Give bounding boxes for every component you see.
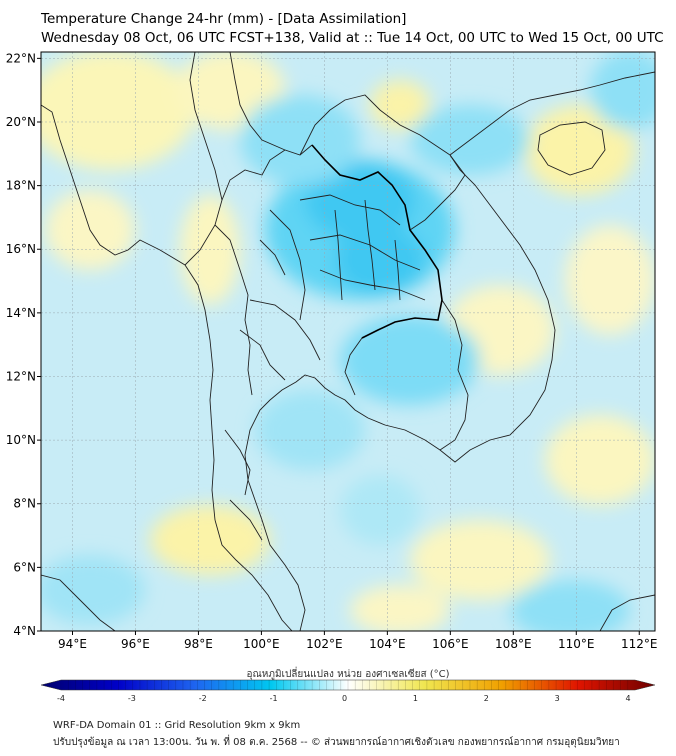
lat-tick-label: 22°N: [6, 51, 36, 65]
lat-tick-label: 6°N: [13, 560, 36, 574]
lat-tick-label: 8°N: [13, 497, 36, 511]
colorbar-label: อุณหภูมิเปลี่ยนแปลง หน่วย องศาเซลเซียส (…: [246, 669, 450, 680]
lon-tick-label: 112°E: [621, 637, 658, 651]
footer-model-info: WRF-DA Domain 01 :: Grid Resolution 9km …: [53, 720, 301, 731]
lat-tick-label: 10°N: [6, 433, 36, 447]
colorbar-bar: [40, 679, 656, 691]
lon-tick-label: 96°E: [121, 637, 150, 651]
lat-tick-label: 20°N: [6, 115, 36, 129]
colorbar-tick-label: -4: [57, 694, 65, 703]
longitude-ticks: 94°E 96°E 98°E 100°E 102°E 104°E 106°E 108°E 110…: [58, 631, 658, 651]
lon-tick-label: 110°E: [558, 637, 595, 651]
temperature-field: [41, 52, 655, 631]
colorbar-tick-label: 2: [484, 694, 489, 703]
colorbar-tick-label: -2: [199, 694, 207, 703]
lat-tick-label: 14°N: [6, 306, 36, 320]
colorbar: -4 -3 -2 -1 0 1 2 3 4: [40, 679, 656, 703]
lat-tick-label: 12°N: [6, 369, 36, 383]
colorbar-tick-label: 1: [413, 694, 418, 703]
colorbar-segments: [67, 680, 629, 690]
lon-tick-label: 102°E: [306, 637, 343, 651]
plot-frame: [40, 51, 656, 632]
lon-tick-label: 100°E: [243, 637, 280, 651]
temperature-change-map: 22°N 20°N 18°N 16°N 14°N 12°N 10°N 8°N 6°N 4°N 94…: [6, 51, 658, 651]
map-subtitle: Wednesday 08 Oct, 06 UTC FCST+138, Valid…: [41, 30, 664, 46]
lon-tick-label: 94°E: [58, 637, 87, 651]
map-title: Temperature Change 24-hr (mm) - [Data As…: [41, 11, 407, 27]
footer-update-info: ปรับปรุงข้อมูล ณ เวลา 13:00น. วัน พ. ที่…: [53, 737, 620, 748]
colorbar-tick-label: -3: [128, 694, 136, 703]
colorbar-tick-label: 4: [625, 694, 630, 703]
colorbar-tick-label: 3: [555, 694, 560, 703]
colorbar-tick-label: 0: [342, 694, 347, 703]
lat-tick-label: 18°N: [6, 179, 36, 193]
latitude-ticks: 22°N 20°N 18°N 16°N 14°N 12°N 10°N 8°N 6°N 4°N: [6, 51, 41, 638]
lon-tick-label: 106°E: [432, 637, 469, 651]
lat-tick-label: 16°N: [6, 242, 36, 256]
thailand-border: [311, 144, 443, 339]
map-gridlines: [41, 52, 655, 631]
lon-tick-label: 108°E: [495, 637, 532, 651]
lon-tick-label: 98°E: [184, 637, 213, 651]
colorbar-ticks: -4 -3 -2 -1 0 1 2 3 4: [57, 694, 631, 703]
lat-tick-label: 4°N: [13, 624, 36, 638]
colorbar-tick-label: -1: [270, 694, 278, 703]
lon-tick-label: 104°E: [369, 637, 406, 651]
